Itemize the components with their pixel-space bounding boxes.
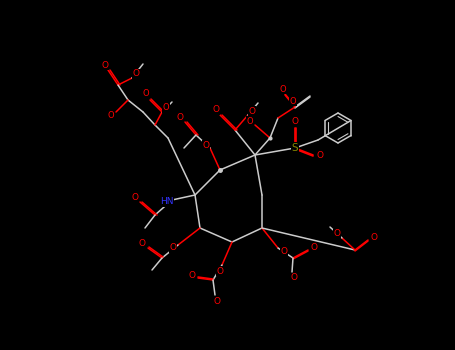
Text: HN: HN bbox=[160, 197, 174, 206]
Text: O: O bbox=[101, 61, 108, 70]
Text: O: O bbox=[143, 90, 149, 98]
Text: O: O bbox=[213, 298, 221, 307]
Text: O: O bbox=[290, 273, 298, 282]
Text: O: O bbox=[132, 70, 140, 78]
Text: O: O bbox=[138, 238, 146, 247]
Text: O: O bbox=[247, 117, 253, 126]
Text: O: O bbox=[170, 244, 177, 252]
Text: O: O bbox=[177, 112, 183, 121]
Text: O: O bbox=[280, 84, 286, 93]
Text: O: O bbox=[202, 140, 209, 149]
Text: O: O bbox=[131, 193, 138, 202]
Text: O: O bbox=[292, 118, 298, 126]
Text: O: O bbox=[188, 272, 196, 280]
Text: O: O bbox=[317, 150, 324, 160]
Text: O: O bbox=[334, 230, 340, 238]
Text: O: O bbox=[280, 247, 288, 257]
Text: O: O bbox=[163, 104, 169, 112]
Text: O: O bbox=[310, 243, 318, 252]
Text: O: O bbox=[217, 266, 223, 275]
Text: O: O bbox=[108, 112, 114, 120]
Text: O: O bbox=[212, 105, 219, 114]
Text: O: O bbox=[248, 106, 256, 116]
Text: S: S bbox=[292, 143, 298, 153]
Text: O: O bbox=[290, 97, 296, 105]
Text: O: O bbox=[370, 232, 378, 241]
